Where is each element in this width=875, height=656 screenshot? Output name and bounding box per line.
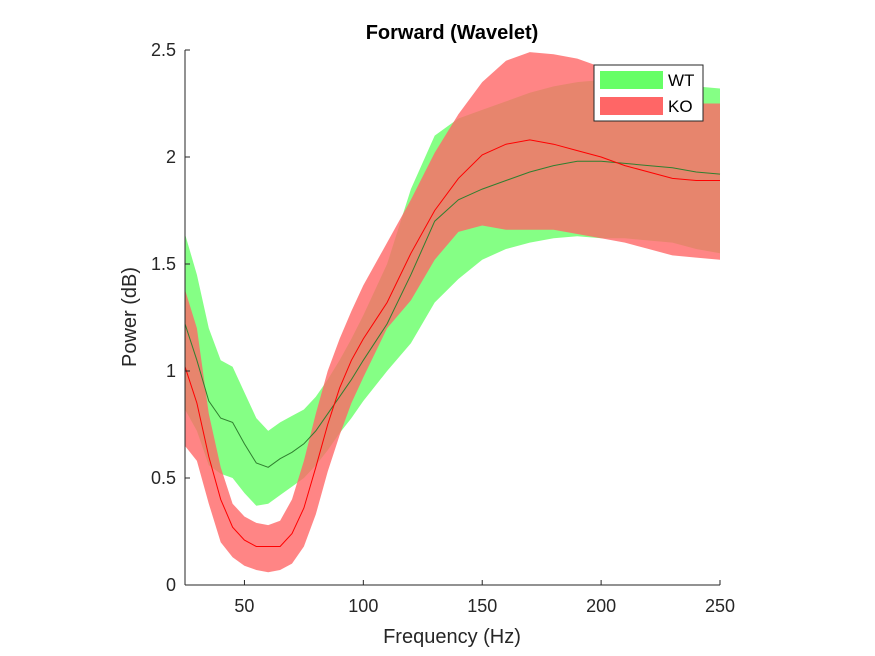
mean-line-ko — [184, 139, 720, 547]
y-tick-label: 2 — [166, 147, 176, 167]
mean-line-wt — [184, 160, 721, 468]
plot-area — [184, 52, 721, 573]
y-tick-label: 1 — [166, 361, 176, 381]
x-tick-label: 150 — [467, 596, 497, 616]
y-tick-label: 2.5 — [151, 40, 176, 60]
y-tick-label: 0 — [166, 575, 176, 595]
y-axis-label: Power (dB) — [119, 267, 141, 367]
x-tick-label: 250 — [705, 596, 735, 616]
x-axis-label: Frequency (Hz) — [383, 626, 521, 648]
x-axis-ticks: 50 100 150 200 250 — [234, 580, 735, 616]
legend-swatch-wt — [600, 71, 663, 89]
x-tick-label: 100 — [348, 596, 378, 616]
y-axis-ticks: 0 0.5 1 1.5 2 2.5 — [151, 40, 190, 595]
confidence-bands — [185, 52, 720, 573]
mean-lines — [184, 139, 721, 547]
band-ko — [185, 52, 720, 573]
legend: WT KO — [593, 64, 704, 122]
legend-swatch-ko — [600, 97, 663, 115]
chart-title: Forward (Wavelet) — [366, 22, 539, 44]
y-tick-label: 0.5 — [151, 468, 176, 488]
x-tick-label: 50 — [234, 596, 254, 616]
legend-label-wt: WT — [668, 71, 694, 90]
x-tick-label: 200 — [586, 596, 616, 616]
y-tick-label: 1.5 — [151, 254, 176, 274]
legend-label-ko: KO — [668, 97, 693, 116]
